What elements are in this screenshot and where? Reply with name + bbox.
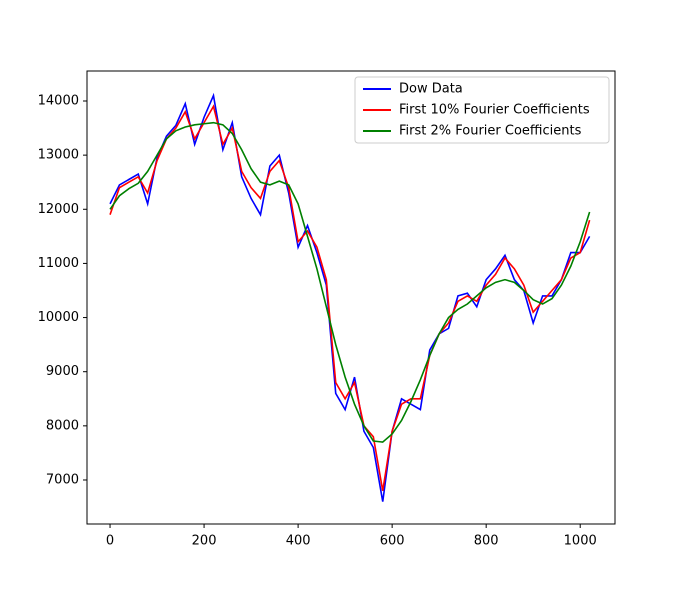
line-series [109, 92, 591, 502]
x-tick-label: 1000 [564, 534, 597, 549]
legend-box [354, 76, 610, 144]
line-series [109, 121, 591, 443]
legend-label: First 2% Fourier Coefficients [399, 124, 582, 139]
y-tick-label: 9000 [46, 364, 79, 379]
y-tick-label: 8000 [46, 418, 79, 433]
x-tick-label: 400 [286, 534, 311, 549]
x-tick-label: 600 [380, 534, 405, 549]
x-tick-label: 200 [192, 534, 217, 549]
y-tick-label: 10000 [38, 310, 79, 325]
y-tick-label: 7000 [46, 472, 79, 487]
y-tick-label: 11000 [38, 256, 79, 271]
plot-frame [86, 70, 616, 525]
y-tick-label: 12000 [38, 202, 79, 217]
x-tick-label: 0 [106, 534, 114, 549]
line-series [109, 104, 591, 491]
y-tick-label: 14000 [38, 93, 79, 108]
x-tick-label: 800 [474, 534, 499, 549]
legend-label: First 10% Fourier Coefficients [399, 103, 590, 118]
y-tick-label: 13000 [38, 148, 79, 163]
legend-label: Dow Data [399, 82, 463, 97]
